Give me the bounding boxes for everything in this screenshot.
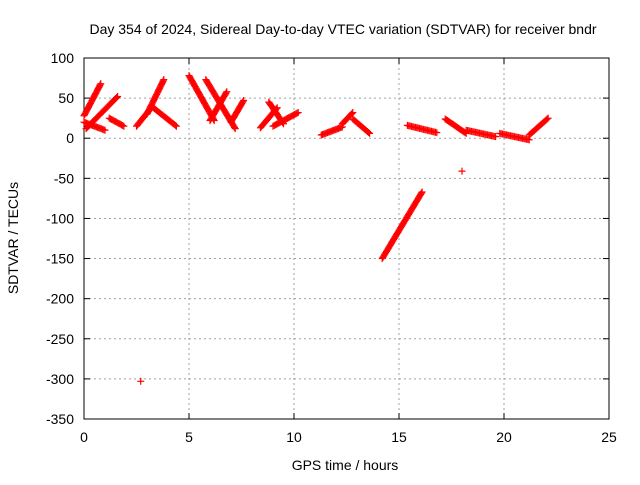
data-point [114, 93, 122, 101]
data-point [240, 97, 248, 105]
y-tick-label: -300 [46, 371, 74, 387]
data-point [365, 129, 373, 137]
plot-frame [83, 57, 610, 420]
y-tick-label: -100 [46, 210, 74, 226]
data-point [231, 125, 239, 133]
data-point [433, 129, 441, 137]
data-point [349, 109, 357, 117]
y-tick-label: -150 [46, 251, 74, 267]
data-point [417, 189, 425, 197]
data-marks [80, 72, 552, 385]
y-tick-label: -350 [46, 411, 74, 427]
data-point [543, 115, 551, 123]
data-point [418, 188, 426, 196]
x-tick-label: 10 [286, 429, 302, 445]
data-point [366, 129, 374, 137]
chart-title: Day 354 of 2024, Sidereal Day-to-day VTE… [89, 21, 596, 37]
data-point [101, 126, 109, 134]
y-axis-ticks: 100 50 0 -50 -100 -150 -200 -250 -300 -350 [46, 50, 609, 427]
x-tick-label: 0 [80, 429, 88, 445]
data-point [492, 133, 500, 141]
y-tick-label: 100 [51, 50, 75, 66]
y-tick-label: 0 [66, 130, 74, 146]
y-tick-label: -250 [46, 331, 74, 347]
x-tick-label: 15 [391, 429, 407, 445]
x-tick-label: 5 [185, 429, 193, 445]
data-point [113, 93, 121, 101]
data-point [171, 121, 179, 129]
data-point [120, 122, 128, 130]
data-point [222, 89, 230, 97]
data-point [239, 98, 247, 106]
data-point [293, 109, 301, 117]
data-point [348, 110, 356, 118]
data-point [223, 88, 231, 96]
x-tick-label: 25 [601, 429, 617, 445]
x-axis-ticks: 0 5 10 15 20 25 [80, 58, 617, 445]
data-point [172, 122, 180, 130]
y-tick-label: 50 [58, 90, 74, 106]
x-axis-label: GPS time / hours [292, 457, 399, 473]
data-point [544, 114, 552, 122]
data-point [137, 377, 145, 385]
y-tick-label: -200 [46, 291, 74, 307]
y-tick-label: -50 [54, 170, 74, 186]
data-point [96, 81, 104, 89]
data-point [119, 122, 127, 130]
y-axis-label: SDTVAR / TECUs [5, 182, 21, 294]
data-point [97, 80, 105, 88]
data-point [458, 167, 466, 175]
x-tick-label: 20 [496, 429, 512, 445]
data-point [230, 123, 238, 131]
data-point [294, 109, 302, 117]
data-point [160, 76, 168, 84]
